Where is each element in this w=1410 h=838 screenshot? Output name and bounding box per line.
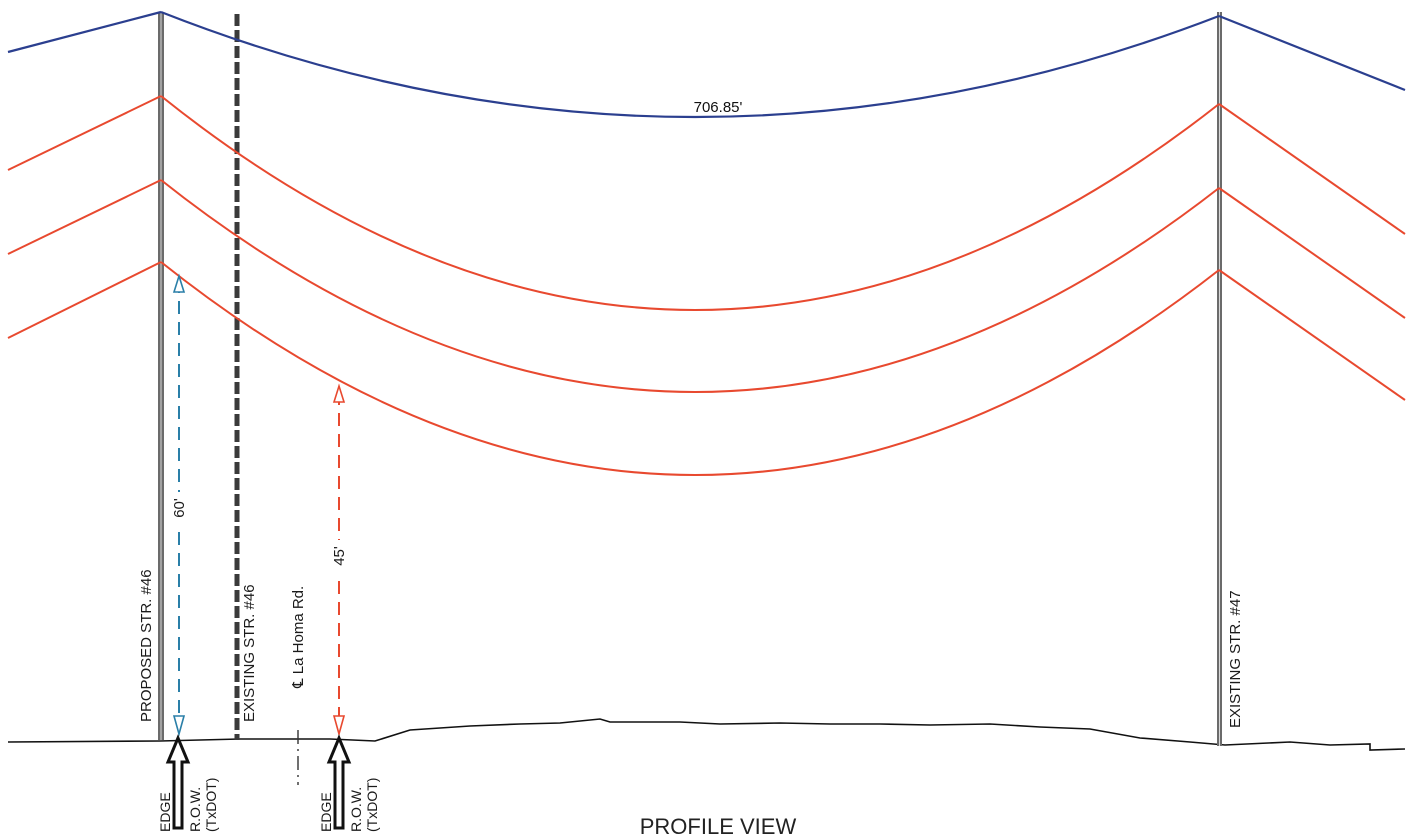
conductor-bottom xyxy=(7,261,1406,476)
row-marker-2-line3: (TxDOT) xyxy=(364,778,380,832)
diagram-title: PROFILE VIEW xyxy=(640,814,797,838)
clearance-dimension-45: 45' xyxy=(328,383,350,737)
span-length-label: 706.85' xyxy=(694,99,743,116)
road-centerline-label: ℄ La Homa Rd. xyxy=(290,586,307,689)
proposed-structure-46 xyxy=(158,12,164,740)
row-marker-2: EDGE R.O.W. (TxDOT) xyxy=(318,734,380,832)
row-marker-2-line2: R.O.W. xyxy=(348,787,364,832)
existing-structure-46-label: EXISTING STR. #46 xyxy=(241,584,258,722)
conductor-middle xyxy=(7,179,1406,393)
proposed-structure-46-label: PROPOSED STR. #46 xyxy=(138,569,155,722)
existing-structure-47 xyxy=(1217,12,1222,746)
row-marker-1-line3: (TxDOT) xyxy=(203,778,219,832)
existing-structure-47-label: EXISTING STR. #47 xyxy=(1227,590,1244,728)
row-marker-1-line2: R.O.W. xyxy=(187,787,203,832)
row-marker-2-line1: EDGE xyxy=(318,792,334,832)
row-marker-1: EDGE R.O.W. (TxDOT) xyxy=(157,734,219,832)
shield-wire xyxy=(7,10,1406,119)
clearance-60-label: 60' xyxy=(171,498,188,518)
ground-profile xyxy=(7,718,1406,751)
clearance-dimension-60: 60' xyxy=(168,273,190,737)
conductor-top xyxy=(7,95,1406,311)
clearance-45-label: 45' xyxy=(331,546,348,566)
row-marker-1-line1: EDGE xyxy=(157,792,173,832)
